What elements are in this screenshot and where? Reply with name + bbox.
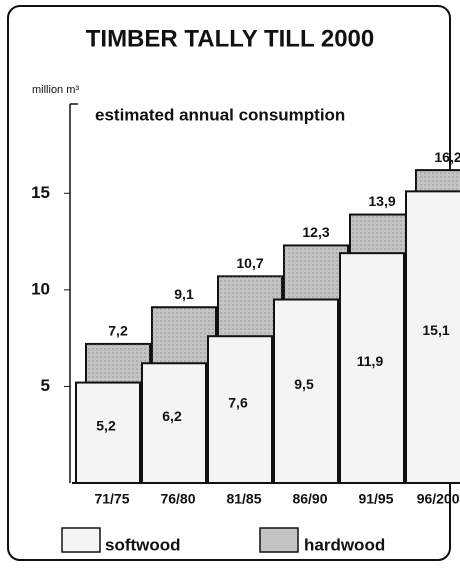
value-label: 11,9 — [357, 353, 384, 369]
x-tick-label: 76/80 — [160, 491, 195, 507]
y-tick-label: 10 — [31, 279, 50, 298]
x-tick-label: 71/75 — [94, 491, 129, 507]
bar — [75, 381, 141, 484]
legend-label: hardwood — [304, 535, 385, 554]
legend-label: softwood — [105, 535, 181, 554]
bar — [207, 335, 273, 484]
chart-title: TIMBER TALLY TILL 2000 — [86, 25, 375, 52]
legend-swatch — [61, 527, 101, 553]
value-label: 5,2 — [96, 417, 116, 433]
value-label: 12,3 — [302, 224, 329, 240]
x-tick-label: 86/90 — [292, 491, 327, 507]
y-axis-label: million m³ — [32, 84, 79, 96]
value-label: 15,1 — [422, 322, 449, 338]
value-label: 7,6 — [228, 394, 248, 410]
value-label: 9,1 — [174, 286, 194, 302]
y-tick-label: 5 — [41, 376, 50, 395]
value-label: 6,2 — [162, 408, 182, 424]
bar — [405, 190, 460, 484]
value-label: 7,2 — [108, 323, 128, 339]
value-label: 16,2 — [434, 149, 460, 165]
x-tick-label: 96/2000 — [417, 491, 460, 507]
subtitle: estimated annual consumption — [95, 105, 345, 124]
legend-swatch — [259, 527, 299, 553]
x-tick-label: 91/95 — [358, 491, 393, 507]
value-label: 10,7 — [236, 255, 263, 271]
bar — [141, 362, 207, 485]
value-label: 9,5 — [294, 376, 314, 392]
value-label: 13,9 — [368, 193, 395, 209]
bar — [339, 252, 405, 484]
bar — [273, 298, 339, 484]
y-tick-label: 15 — [31, 183, 50, 202]
x-tick-label: 81/85 — [226, 491, 261, 507]
